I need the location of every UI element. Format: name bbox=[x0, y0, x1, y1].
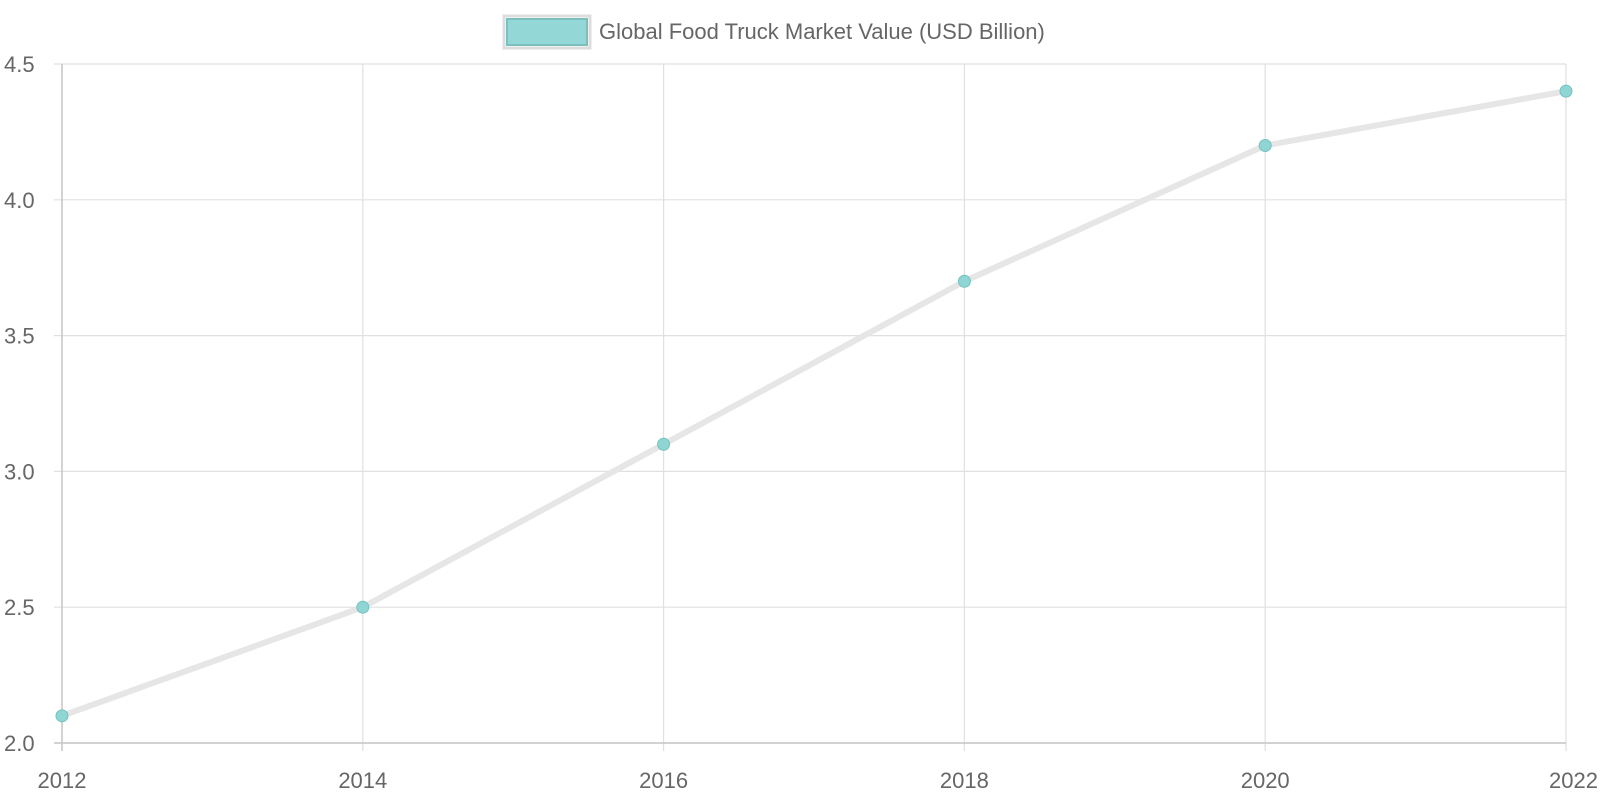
y-tick-label: 3.5 bbox=[4, 324, 35, 349]
legend-swatch bbox=[506, 18, 588, 46]
legend[interactable]: Global Food Truck Market Value (USD Bill… bbox=[502, 14, 1045, 50]
legend-swatch-frame bbox=[502, 14, 592, 50]
tick-labels: 2.0 2.5 3.0 3.5 4.0 4.5 2012 2014 2016 2018 2020 20… bbox=[4, 52, 1598, 793]
legend-label: Global Food Truck Market Value (USD Bill… bbox=[599, 19, 1045, 44]
gridlines bbox=[54, 63, 1567, 751]
x-tick-label: 2012 bbox=[38, 768, 87, 793]
series-line bbox=[59, 88, 1569, 719]
data-point[interactable] bbox=[1559, 84, 1573, 98]
data-point[interactable] bbox=[1258, 138, 1272, 152]
data-point[interactable] bbox=[55, 709, 69, 723]
data-point[interactable] bbox=[657, 437, 671, 451]
y-tick-label: 2.0 bbox=[4, 731, 35, 756]
x-tick-label: 2022 bbox=[1549, 768, 1598, 793]
data-point[interactable] bbox=[356, 600, 370, 614]
x-tick-label: 2020 bbox=[1241, 768, 1290, 793]
x-tick-label: 2016 bbox=[639, 768, 688, 793]
axes bbox=[54, 64, 1566, 751]
data-point[interactable] bbox=[957, 274, 971, 288]
series-group bbox=[55, 84, 1573, 723]
y-tick-label: 3.0 bbox=[4, 459, 35, 484]
x-tick-label: 2018 bbox=[940, 768, 989, 793]
y-tick-label: 4.0 bbox=[4, 188, 35, 213]
x-tick-label: 2014 bbox=[338, 768, 387, 793]
y-tick-label: 2.5 bbox=[4, 595, 35, 620]
y-tick-label: 4.5 bbox=[4, 52, 35, 77]
